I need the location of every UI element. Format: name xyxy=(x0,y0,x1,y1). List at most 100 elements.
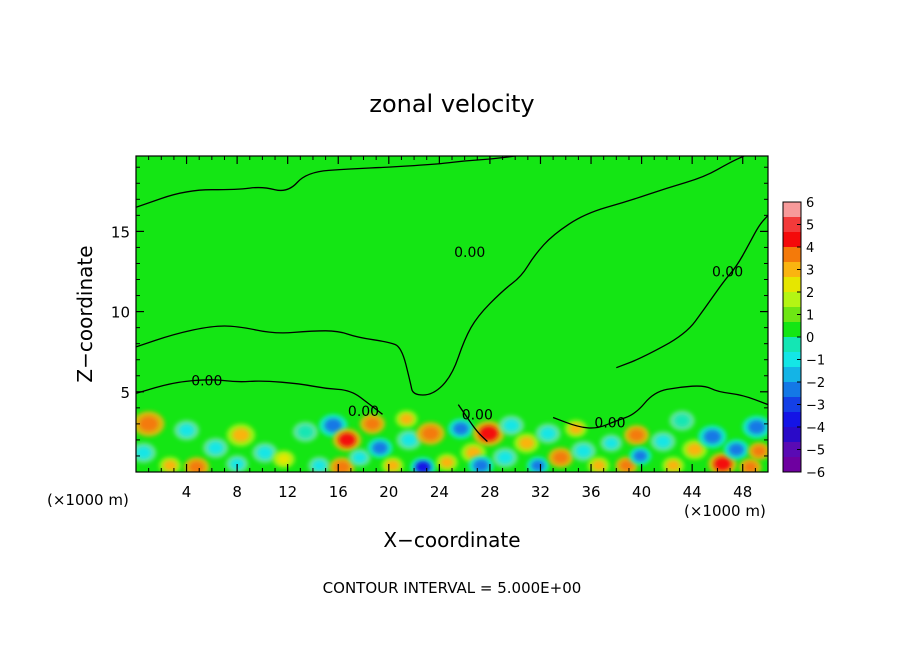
velocity-blob xyxy=(473,459,489,472)
velocity-blob xyxy=(440,457,454,468)
colorbar-label: 3 xyxy=(806,264,814,279)
velocity-blob xyxy=(178,424,195,437)
velocity-blob xyxy=(633,450,647,462)
contour-line xyxy=(136,379,383,415)
velocity-blob xyxy=(687,443,703,456)
x-tick-label: 20 xyxy=(379,483,398,501)
colorbar-swatch xyxy=(783,442,801,458)
x-axis-label: X−coordinate xyxy=(383,528,520,552)
zero-contours xyxy=(136,156,768,442)
velocity-blob xyxy=(531,460,545,471)
colorbar-swatch xyxy=(783,202,801,218)
colorbar-label: −5 xyxy=(806,444,825,459)
colorbar-swatch xyxy=(783,337,801,353)
velocity-blob xyxy=(479,425,499,442)
x-unit-right: (×1000 m) xyxy=(684,502,766,520)
velocity-blob xyxy=(575,445,592,458)
velocity-blob xyxy=(503,419,519,432)
colorbar-swatch xyxy=(783,382,801,398)
x-tick-label: 24 xyxy=(430,483,449,501)
velocity-blob xyxy=(139,416,159,432)
velocity-blob xyxy=(324,418,342,433)
velocity-blob xyxy=(399,413,414,425)
colorbar-swatch xyxy=(783,352,801,368)
contour-label: 0.00 xyxy=(712,264,743,280)
y-axis-ticks: 5 10 15 xyxy=(111,166,768,457)
colorbar-label: 6 xyxy=(806,196,814,211)
y-tick-label: 10 xyxy=(111,304,130,322)
colorbar-swatch xyxy=(783,277,801,293)
plot-background xyxy=(136,156,768,472)
colorbar-swatch xyxy=(783,292,801,308)
colorbar-swatch xyxy=(783,307,801,323)
velocity-blob xyxy=(748,420,766,434)
colorbar-swatch xyxy=(783,217,801,233)
y-tick-label: 15 xyxy=(111,223,130,241)
velocity-blob xyxy=(297,425,313,438)
colorbar-label: −1 xyxy=(806,354,825,369)
velocity-blob xyxy=(655,435,671,448)
colorbar-swatch xyxy=(783,457,801,473)
velocity-blob xyxy=(752,445,766,457)
x-tick-label: 36 xyxy=(581,483,600,501)
velocity-blob xyxy=(232,428,250,442)
velocity-field xyxy=(136,410,768,472)
velocity-blob xyxy=(628,429,645,442)
velocity-blob xyxy=(540,427,556,440)
x-tick-label: 28 xyxy=(480,483,499,501)
colorbar-swatch xyxy=(783,322,801,338)
colorbar-swatch xyxy=(783,367,801,383)
colorbar-label: −4 xyxy=(806,421,825,436)
y-axis-label: Z−coordinate xyxy=(73,245,97,382)
x-tick-label: 16 xyxy=(329,483,348,501)
contour-labels: 0.00 0.00 0.00 0.00 0.00 0.00 xyxy=(191,245,743,431)
colorbar-label: 2 xyxy=(806,286,814,301)
colorbar-label: −3 xyxy=(806,399,825,414)
velocity-blob xyxy=(728,443,744,456)
velocity-blob xyxy=(277,453,291,465)
contour-label: 0.00 xyxy=(191,374,222,390)
colorbar-label: −2 xyxy=(806,376,825,391)
velocity-blob xyxy=(401,433,417,446)
velocity-blob xyxy=(619,460,634,471)
chart-title: zonal velocity xyxy=(369,90,534,118)
y-tick-label: 5 xyxy=(120,384,130,402)
velocity-blob xyxy=(518,437,535,450)
x-tick-label: 32 xyxy=(531,483,550,501)
plot-area: 0.00 0.00 0.00 0.00 0.00 0.00 xyxy=(135,155,769,473)
colorbar-swatch xyxy=(783,232,801,248)
contour-line xyxy=(616,214,768,369)
colorbar-label: 1 xyxy=(806,309,814,324)
velocity-blob xyxy=(385,460,400,471)
velocity-blob xyxy=(591,460,606,471)
velocity-blob xyxy=(163,460,177,471)
x-tick-label: 44 xyxy=(683,483,702,501)
velocity-blob xyxy=(553,451,569,464)
colorbar-swatch xyxy=(783,247,801,263)
velocity-blob xyxy=(666,460,680,471)
colorbar-label: 0 xyxy=(806,331,814,346)
contour-line xyxy=(457,404,488,442)
x-tick-label: 12 xyxy=(278,483,297,501)
velocity-blob xyxy=(421,426,440,441)
colorbar-label: −6 xyxy=(806,466,825,481)
velocity-blob xyxy=(312,460,326,471)
colorbar-swatch xyxy=(783,262,801,278)
contour-label: 0.00 xyxy=(594,415,625,431)
x-tick-label: 8 xyxy=(232,483,242,501)
velocity-blob xyxy=(189,461,205,472)
x-tick-label: 4 xyxy=(182,483,192,501)
velocity-blob xyxy=(257,446,273,459)
contour-label: 0.00 xyxy=(348,404,379,420)
velocity-blob xyxy=(674,414,690,427)
colorbar-label: 5 xyxy=(806,219,814,234)
colorbar-swatch xyxy=(783,427,801,443)
velocity-blob xyxy=(136,446,152,459)
velocity-blob xyxy=(465,446,482,459)
velocity-blob xyxy=(364,417,380,430)
contour-line xyxy=(136,156,516,208)
colorbar-swatch xyxy=(783,412,801,428)
contour-interval-note: CONTOUR INTERVAL = 5.000E+00 xyxy=(323,579,582,597)
velocity-blob xyxy=(338,433,356,447)
